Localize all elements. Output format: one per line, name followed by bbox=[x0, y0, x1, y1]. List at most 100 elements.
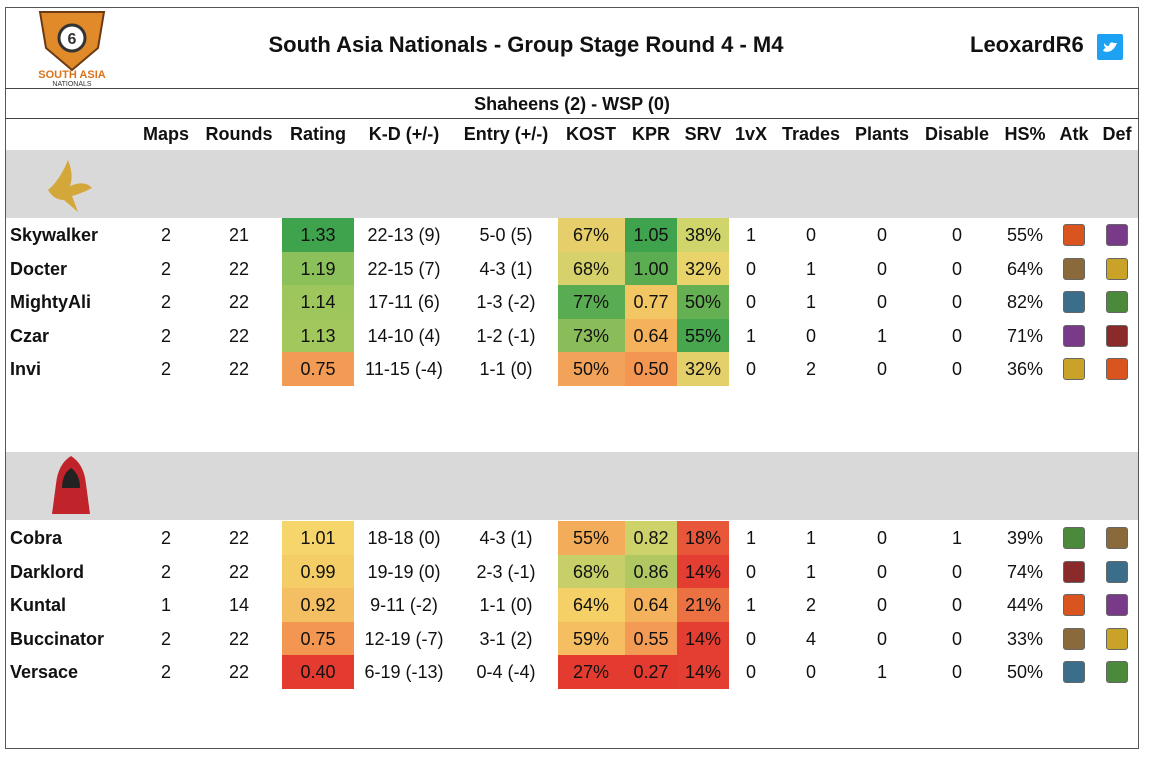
heat-cell bbox=[558, 521, 625, 555]
stat-cell: 4-3 (1) bbox=[479, 528, 533, 548]
stat-cell: 0 bbox=[951, 225, 963, 245]
defender-icon bbox=[1106, 594, 1128, 617]
stat-cell: 0.40 bbox=[300, 662, 336, 683]
stat-cell: 39% bbox=[1006, 528, 1044, 548]
heat-cell bbox=[558, 554, 625, 589]
heat-cell bbox=[282, 318, 354, 353]
defender-icon bbox=[1106, 324, 1128, 347]
stat-cell: 1.19 bbox=[300, 258, 336, 279]
stat-cell: 1 bbox=[745, 225, 757, 245]
heat-cell bbox=[558, 218, 625, 252]
heat-cell bbox=[558, 318, 625, 353]
attacker-icon bbox=[1063, 627, 1085, 650]
stat-cell: 1.14 bbox=[300, 292, 336, 313]
column-header: SRV bbox=[684, 124, 722, 144]
title: South Asia Nationals - Group Stage Round… bbox=[268, 32, 784, 57]
stat-cell: 22 bbox=[228, 359, 250, 380]
stat-cell: 3-1 (2) bbox=[479, 628, 533, 649]
stat-cell: 22 bbox=[228, 662, 250, 683]
attacker-icon bbox=[1063, 257, 1085, 280]
column-header: Maps bbox=[142, 124, 190, 144]
stat-cell: 0-4 (-4) bbox=[476, 662, 536, 683]
heat-cell bbox=[558, 621, 625, 656]
player-name: Skywalker bbox=[10, 225, 99, 245]
defender-icon bbox=[1106, 627, 1128, 650]
stat-cell: 0 bbox=[876, 595, 888, 616]
stat-cell: 0.82 bbox=[633, 528, 669, 548]
stat-cell: 12-19 (-7) bbox=[364, 628, 444, 649]
column-header: Atk bbox=[1059, 124, 1089, 144]
stat-cell: 1-2 (-1) bbox=[476, 325, 536, 346]
player-name: Docter bbox=[10, 258, 68, 279]
heat-cell bbox=[677, 251, 729, 286]
column-header: HS% bbox=[1004, 124, 1046, 144]
stat-cell: 0.64 bbox=[633, 595, 669, 616]
stat-cell: 22-15 (7) bbox=[367, 258, 441, 279]
column-header: Def bbox=[1102, 124, 1132, 144]
author: LeoxardR6 bbox=[970, 32, 1084, 57]
stat-cell: 50% bbox=[1006, 662, 1044, 683]
stat-cell: 55% bbox=[1006, 225, 1044, 245]
heat-cell bbox=[677, 655, 729, 690]
stat-cell: 2 bbox=[160, 561, 172, 582]
stat-cell: 9-11 (-2) bbox=[370, 595, 438, 616]
stat-cell: 1 bbox=[805, 292, 817, 313]
heat-cell bbox=[282, 218, 354, 252]
attacker-icon bbox=[1063, 594, 1085, 617]
column-header: K-D (+/-) bbox=[368, 124, 440, 144]
stat-cell: 17-11 (6) bbox=[368, 292, 440, 313]
stat-cell: 14 bbox=[228, 595, 250, 616]
stat-cell: 2 bbox=[160, 662, 172, 683]
attacker-icon bbox=[1063, 560, 1085, 583]
team-band bbox=[6, 452, 1138, 520]
stat-cell: 0 bbox=[951, 628, 963, 649]
stat-cell: 0 bbox=[876, 359, 888, 380]
heat-cell bbox=[558, 352, 625, 387]
stat-cell: 0 bbox=[951, 595, 963, 616]
heat-cell bbox=[282, 554, 354, 589]
stat-cell: 36% bbox=[1006, 359, 1044, 380]
attacker-icon bbox=[1063, 661, 1085, 684]
heat-cell bbox=[282, 285, 354, 320]
stat-cell: 19-19 (0) bbox=[367, 561, 441, 582]
stat-cell: 64% bbox=[572, 595, 610, 616]
heat-cell bbox=[677, 521, 729, 555]
stat-cell: 0 bbox=[745, 628, 757, 649]
stat-cell: 73% bbox=[572, 325, 610, 346]
stat-cell: 27% bbox=[572, 662, 610, 683]
stat-cell: 68% bbox=[572, 258, 610, 279]
stat-cell: 2 bbox=[805, 595, 817, 616]
stat-cell: 0 bbox=[876, 258, 888, 279]
heat-cell bbox=[677, 352, 729, 387]
column-header: Disable bbox=[924, 124, 990, 144]
stat-cell: 14% bbox=[684, 628, 722, 649]
heat-cell bbox=[282, 521, 354, 555]
twitter-icon bbox=[1097, 34, 1123, 60]
stat-cell: 2 bbox=[160, 325, 172, 346]
player-name: Buccinator bbox=[10, 628, 105, 649]
column-header: KOST bbox=[565, 124, 617, 144]
stat-cell: 71% bbox=[1006, 325, 1044, 346]
stat-cell: 1 bbox=[745, 595, 757, 616]
stat-cell: 2 bbox=[160, 292, 172, 313]
player-name: Cobra bbox=[10, 528, 63, 548]
team-logo bbox=[52, 456, 90, 514]
column-header: Entry (+/-) bbox=[463, 124, 549, 144]
stat-cell: 32% bbox=[684, 258, 722, 279]
defender-icon bbox=[1106, 358, 1128, 381]
stat-cell: 0 bbox=[745, 258, 757, 279]
stat-cell: 1.05 bbox=[633, 225, 669, 245]
stat-cell: 0 bbox=[805, 225, 817, 245]
heat-cell bbox=[558, 285, 625, 320]
heat-cell bbox=[558, 251, 625, 286]
stat-cell: 4-3 (1) bbox=[479, 258, 533, 279]
stat-cell: 0.75 bbox=[300, 628, 336, 649]
column-header: Rounds bbox=[205, 124, 273, 144]
stat-cell: 1.01 bbox=[300, 528, 336, 548]
stat-cell: 0 bbox=[951, 325, 963, 346]
stat-cell: 0 bbox=[745, 662, 757, 683]
column-header: 1vX bbox=[734, 124, 768, 144]
stat-cell: 22 bbox=[228, 628, 250, 649]
heat-cell bbox=[282, 621, 354, 656]
heat-cell bbox=[625, 218, 677, 252]
